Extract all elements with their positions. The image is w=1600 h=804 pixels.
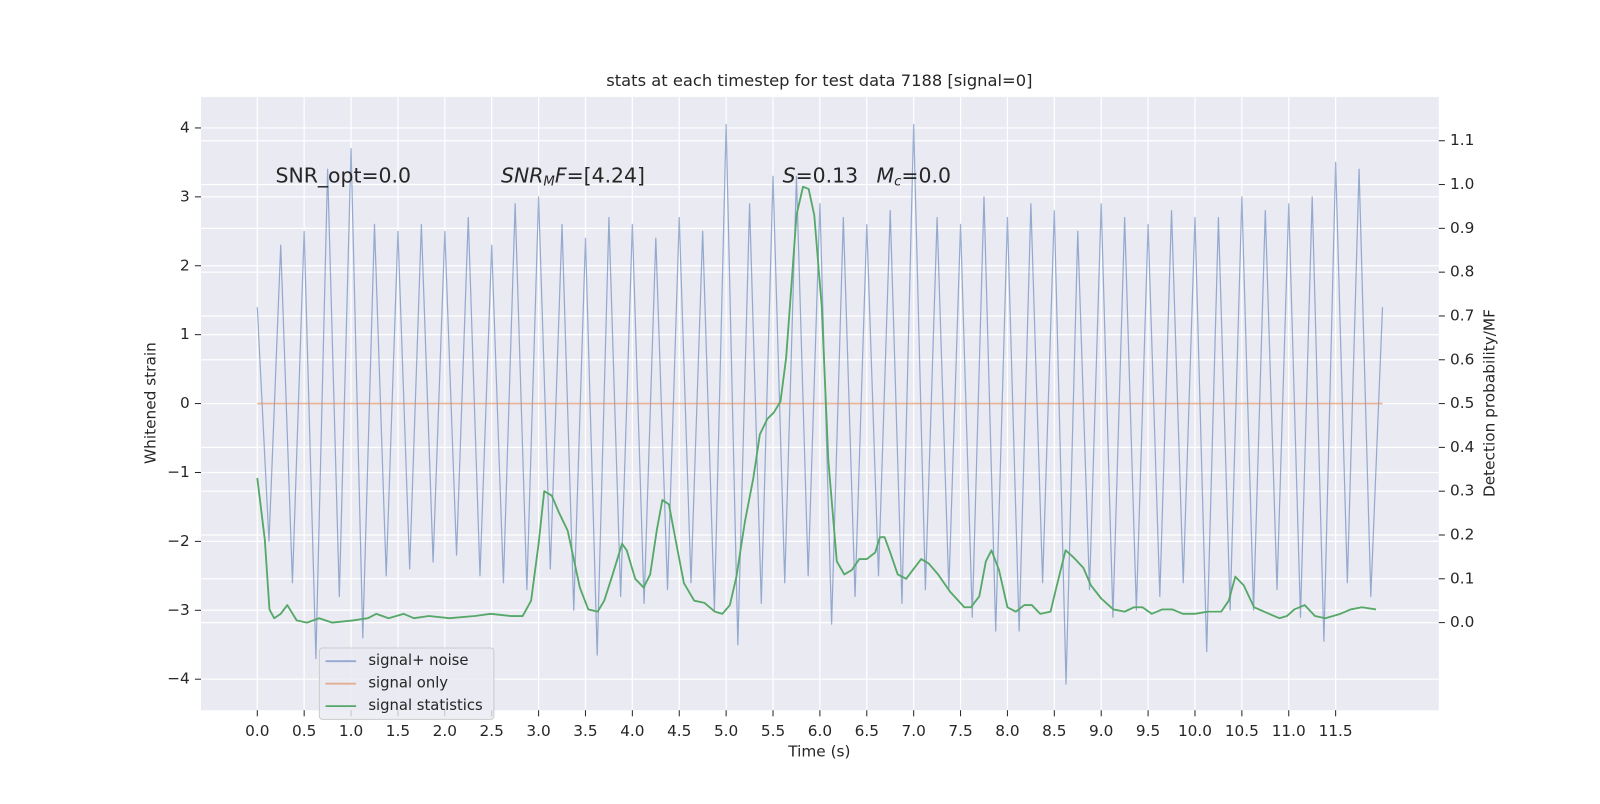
y-tick-label: −2 xyxy=(167,532,190,550)
x-tick-label: 3.0 xyxy=(526,722,550,740)
chart-title: stats at each timestep for test data 718… xyxy=(606,71,1032,90)
y-tick-label: 3 xyxy=(180,187,190,205)
annotation: S=0.13 xyxy=(783,164,858,188)
y-tick-label: 0 xyxy=(180,394,190,412)
y2-tick-label: 0.7 xyxy=(1450,306,1474,324)
y2-tick-label: 0.8 xyxy=(1450,263,1474,281)
annotation-subscript: c xyxy=(894,175,902,190)
y2-tick-label: 0.1 xyxy=(1450,569,1474,587)
x-tick-label: 7.0 xyxy=(902,722,926,740)
y2-tick-label: 0.5 xyxy=(1450,394,1474,412)
annotation: Mc=0.0 xyxy=(877,164,951,190)
x-tick-label: 4.5 xyxy=(667,722,691,740)
legend-label: signal statistics xyxy=(368,697,482,714)
x-tick-label: 11.0 xyxy=(1272,722,1306,740)
x-tick-label: 8.5 xyxy=(1042,722,1066,740)
x-axis-label: Time (s) xyxy=(787,743,850,761)
x-tick-label: 8.0 xyxy=(995,722,1019,740)
x-tick-label: 3.5 xyxy=(573,722,597,740)
x-tick-label: 1.0 xyxy=(339,722,363,740)
annotation: SNR_opt=0.0 xyxy=(276,164,412,189)
annotation-subscript: M xyxy=(543,175,555,190)
y-tick-label: 2 xyxy=(180,256,190,274)
x-tick-label: 6.5 xyxy=(855,722,879,740)
x-tick-label: 1.5 xyxy=(386,722,410,740)
x-tick-label: 5.0 xyxy=(714,722,738,740)
y2-tick-label: 0.0 xyxy=(1450,613,1474,631)
series-line xyxy=(256,123,1384,685)
x-tick-label: 4.0 xyxy=(620,722,644,740)
annotation-text: F xyxy=(555,164,567,188)
y2-tick-label: 0.4 xyxy=(1450,438,1474,456)
x-tick-label: 0.0 xyxy=(245,722,269,740)
x-tick-label: 11.5 xyxy=(1319,722,1353,740)
annotation-text: SNR xyxy=(501,164,543,188)
annotation-text: M xyxy=(877,164,895,188)
annotation: SNRMF=[4.24] xyxy=(501,164,645,190)
annotation-text: =[4.24] xyxy=(567,164,645,188)
y2-axis-label: Detection probability/MF xyxy=(1480,309,1498,497)
ticks: 0.0 0.5 1.0 1.5 2.0 2.5 3.0 3.5 4.0 4.5 5.0 5.5 6.0 6… xyxy=(167,118,1474,740)
x-tick-label: 7.5 xyxy=(948,722,972,740)
x-tick-label: 2.0 xyxy=(433,722,457,740)
y2-tick-label: 0.6 xyxy=(1450,350,1474,368)
annotation-text: SNR_opt=0.0 xyxy=(276,164,412,189)
y2-tick-label: 1.1 xyxy=(1450,131,1474,149)
y-tick-label: 4 xyxy=(180,118,190,136)
y-tick-label: −1 xyxy=(167,463,190,481)
x-tick-label: 9.5 xyxy=(1136,722,1160,740)
y2-tick-label: 0.2 xyxy=(1450,525,1474,543)
y2-tick-label: 0.9 xyxy=(1450,219,1474,237)
annotation-text: =0.13 xyxy=(796,164,859,188)
annotation-text: S xyxy=(783,164,796,188)
x-tick-label: 2.5 xyxy=(480,722,504,740)
legend-label: signal only xyxy=(368,675,448,692)
x-tick-label: 9.0 xyxy=(1089,722,1113,740)
x-tick-label: 0.5 xyxy=(292,722,316,740)
y-axis-label: Whitened strain xyxy=(142,342,160,464)
series-line xyxy=(256,185,1377,624)
x-tick-label: 10.5 xyxy=(1225,722,1259,740)
annotation-text: =0.0 xyxy=(901,164,951,188)
y2-tick-label: 0.3 xyxy=(1450,482,1474,500)
x-tick-label: 6.0 xyxy=(808,722,832,740)
legend-box xyxy=(318,647,495,720)
y2-tick-label: 1.0 xyxy=(1450,175,1474,193)
y-tick-label: 1 xyxy=(180,325,190,343)
legend: signal+ noise signal only signal statistic… xyxy=(318,647,495,720)
y-tick-label: −3 xyxy=(167,601,190,619)
legend-label: signal+ noise xyxy=(368,652,468,669)
x-tick-label: 10.0 xyxy=(1178,722,1212,740)
y-tick-label: −4 xyxy=(167,670,190,688)
x-tick-label: 5.5 xyxy=(761,722,785,740)
marks xyxy=(256,123,1384,685)
